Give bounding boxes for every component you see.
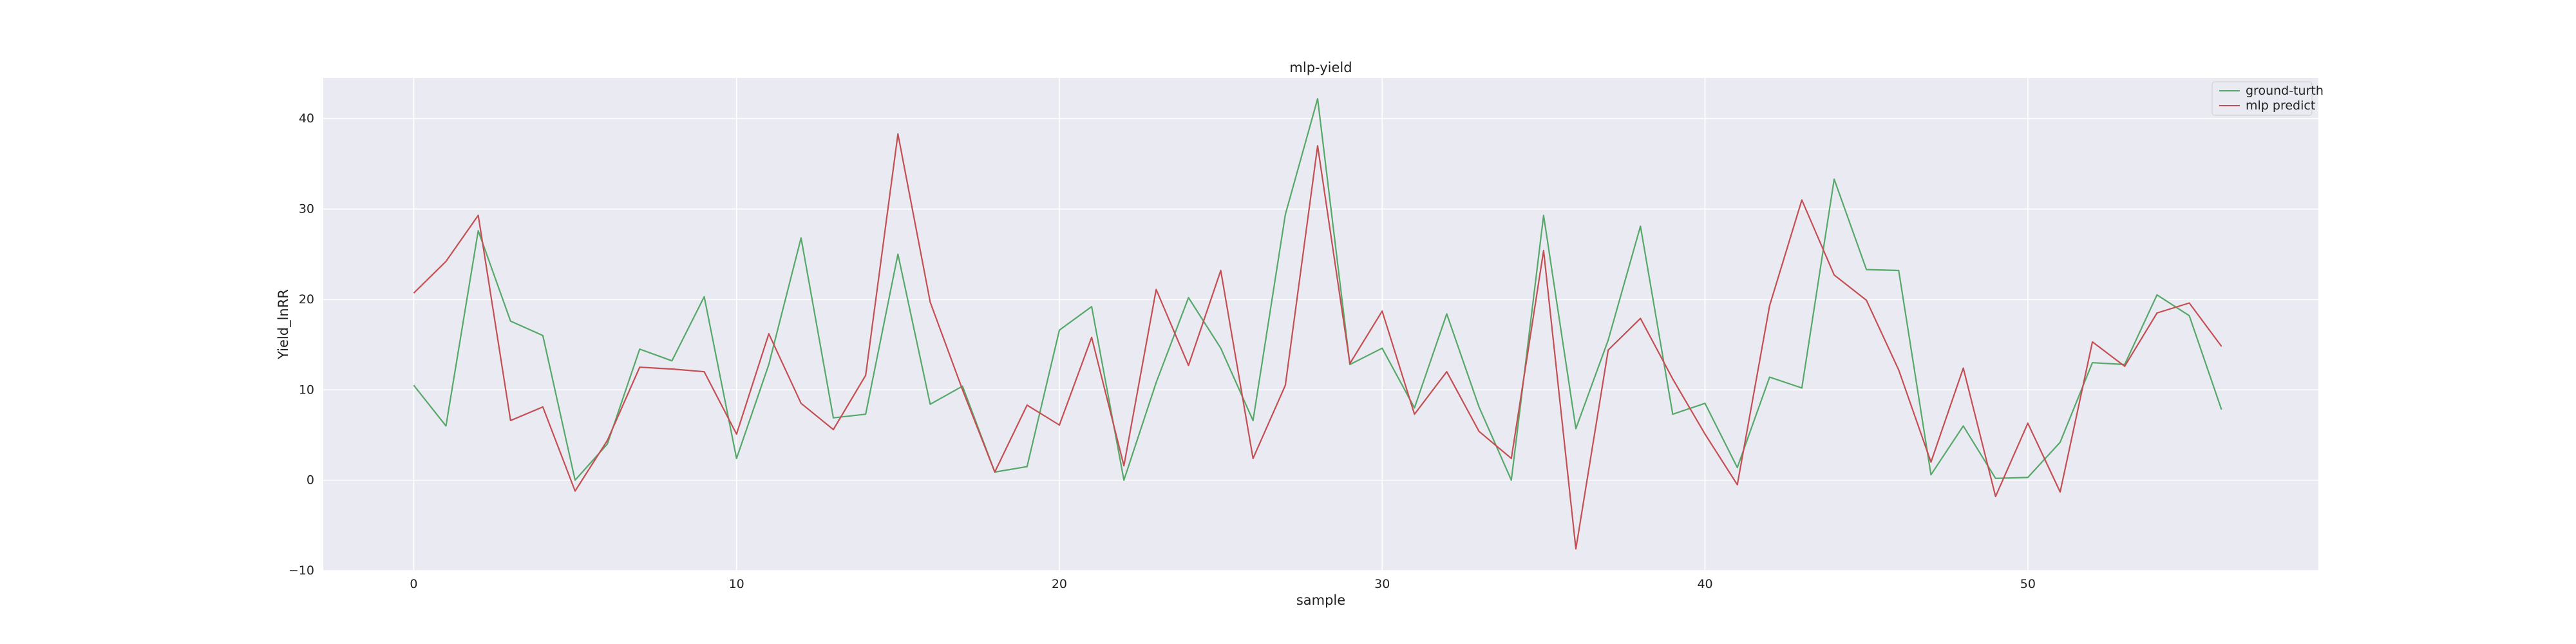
y-tick-label: 40	[299, 111, 314, 126]
grid-lines	[323, 78, 2318, 571]
series-line-ground-turth	[413, 98, 2222, 481]
x-tick-label: 40	[1697, 577, 1712, 591]
y-tick-label: 20	[299, 292, 314, 307]
x-tick-label: 10	[729, 577, 744, 591]
x-tick-label: 20	[1052, 577, 1067, 591]
plot-area-background	[323, 78, 2318, 571]
x-tick-label: 50	[2020, 577, 2036, 591]
x-tick-label: 30	[1374, 577, 1390, 591]
series-line-mlp-predict	[413, 133, 2222, 550]
y-tick-label: 30	[299, 202, 314, 216]
legend-label-ground-turth: ground-turth	[2246, 84, 2324, 98]
y-tick-label: 0	[307, 473, 314, 488]
legend: ground-turth mlp predict	[2211, 81, 2324, 116]
y-tick-label: −10	[289, 564, 314, 578]
x-tick-label: 0	[410, 577, 417, 591]
legend-label-mlp-predict: mlp predict	[2246, 99, 2315, 113]
y-tick-label: 10	[299, 383, 314, 397]
series-lines	[413, 98, 2222, 550]
y-axis-label: Yield_lnRR	[276, 289, 292, 360]
x-axis-label: sample	[1296, 592, 1345, 608]
chart-title: mlp-yield	[1289, 60, 1352, 75]
tick-labels: −10 0 10 20 30 40 0 10 20 30 40 50	[289, 111, 2036, 591]
